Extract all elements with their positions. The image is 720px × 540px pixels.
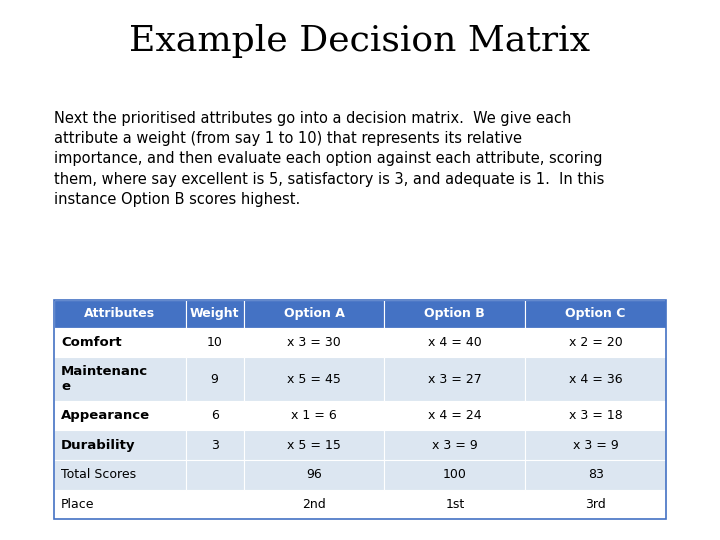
- Bar: [186, 430, 243, 460]
- Text: x 3 = 27: x 3 = 27: [428, 373, 482, 386]
- Text: Attributes: Attributes: [84, 307, 156, 320]
- Bar: [244, 460, 384, 490]
- Text: x 4 = 36: x 4 = 36: [569, 373, 622, 386]
- Bar: [244, 300, 384, 328]
- Text: 1st: 1st: [445, 498, 464, 511]
- Bar: [186, 401, 243, 430]
- Text: 100: 100: [443, 468, 467, 482]
- Text: Example Decision Matrix: Example Decision Matrix: [130, 24, 590, 58]
- Text: Weight: Weight: [190, 307, 240, 320]
- Bar: [54, 328, 186, 357]
- Text: Option A: Option A: [284, 307, 345, 320]
- Bar: [54, 460, 186, 490]
- Bar: [186, 460, 243, 490]
- Bar: [384, 490, 526, 519]
- Bar: [384, 300, 526, 328]
- Bar: [54, 357, 186, 401]
- Bar: [384, 357, 526, 401]
- Text: 6: 6: [211, 409, 219, 422]
- Bar: [244, 401, 384, 430]
- Bar: [244, 328, 384, 357]
- Bar: [186, 328, 243, 357]
- Text: Next the prioritised attributes go into a decision matrix.  We give each
attribu: Next the prioritised attributes go into …: [54, 111, 604, 207]
- Bar: [526, 460, 666, 490]
- Text: x 3 = 30: x 3 = 30: [287, 336, 341, 349]
- Text: x 5 = 45: x 5 = 45: [287, 373, 341, 386]
- Bar: [384, 460, 526, 490]
- Text: Appearance: Appearance: [61, 409, 150, 422]
- Text: x 5 = 15: x 5 = 15: [287, 438, 341, 452]
- Text: 10: 10: [207, 336, 222, 349]
- Bar: [244, 490, 384, 519]
- Text: Maintenanc
e: Maintenanc e: [61, 365, 148, 393]
- Text: 96: 96: [306, 468, 322, 482]
- Text: x 4 = 24: x 4 = 24: [428, 409, 482, 422]
- Bar: [526, 401, 666, 430]
- Text: Option B: Option B: [425, 307, 485, 320]
- Text: x 2 = 20: x 2 = 20: [569, 336, 623, 349]
- Bar: [54, 401, 186, 430]
- Bar: [526, 300, 666, 328]
- Bar: [54, 300, 186, 328]
- Text: Option C: Option C: [565, 307, 626, 320]
- Bar: [244, 430, 384, 460]
- Bar: [526, 357, 666, 401]
- Text: Comfort: Comfort: [61, 336, 122, 349]
- Bar: [384, 328, 526, 357]
- Text: Durability: Durability: [61, 438, 135, 452]
- Bar: [186, 490, 243, 519]
- Text: Total Scores: Total Scores: [61, 468, 136, 482]
- Text: 83: 83: [588, 468, 603, 482]
- Text: Place: Place: [61, 498, 95, 511]
- Bar: [384, 401, 526, 430]
- Text: 2nd: 2nd: [302, 498, 326, 511]
- Text: x 3 = 18: x 3 = 18: [569, 409, 623, 422]
- Text: 3rd: 3rd: [585, 498, 606, 511]
- Bar: [526, 430, 666, 460]
- Text: x 3 = 9: x 3 = 9: [572, 438, 618, 452]
- Text: 3: 3: [211, 438, 219, 452]
- Bar: [54, 430, 186, 460]
- Bar: [526, 328, 666, 357]
- Text: x 1 = 6: x 1 = 6: [291, 409, 337, 422]
- Bar: [526, 490, 666, 519]
- Text: x 3 = 9: x 3 = 9: [432, 438, 478, 452]
- Bar: [186, 357, 243, 401]
- Bar: [384, 430, 526, 460]
- Bar: [54, 490, 186, 519]
- Text: x 4 = 40: x 4 = 40: [428, 336, 482, 349]
- Bar: [244, 357, 384, 401]
- Bar: [186, 300, 243, 328]
- Text: 9: 9: [211, 373, 219, 386]
- Bar: [54, 300, 666, 519]
